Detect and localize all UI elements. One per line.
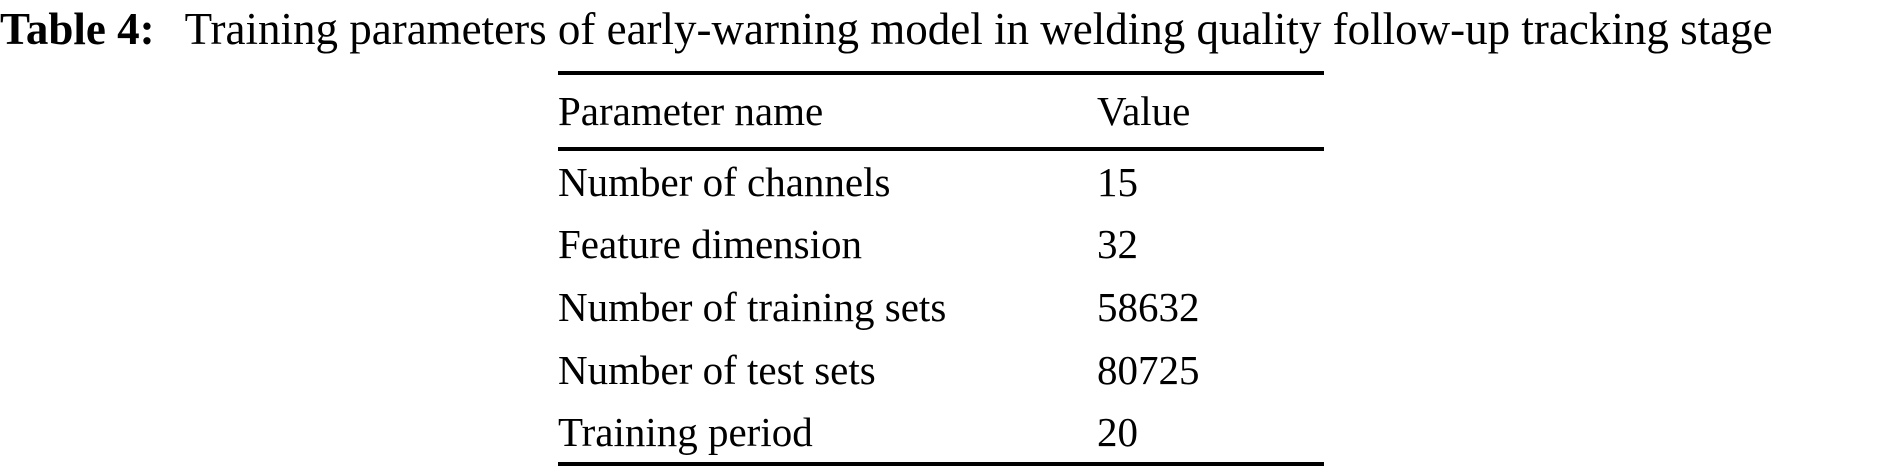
parameter-name-cell: Number of test sets [558, 346, 876, 393]
table-row: Training period 20 [558, 401, 1324, 464]
column-header-parameter-name: Parameter name [558, 73, 1097, 151]
parameter-value-cell: 15 [1097, 158, 1138, 205]
table-row: Number of test sets 80725 [558, 338, 1324, 401]
parameter-name-cell: Feature dimension [558, 220, 863, 267]
parameter-value-cell: 32 [1097, 220, 1138, 267]
parameter-value-cell: 58632 [1097, 283, 1200, 330]
table-header-row: Parameter name Value [558, 73, 1324, 151]
table-row: Number of channels 15 [558, 149, 1324, 212]
table-row: Feature dimension 32 [558, 212, 1324, 275]
table-row: Number of training sets 58632 [558, 275, 1324, 338]
parameter-name-cell: Number of channels [558, 158, 891, 205]
parameter-name-cell: Training period [558, 408, 813, 455]
parameter-value-cell: 20 [1097, 408, 1138, 455]
table-caption-label: Table 4: [0, 4, 155, 54]
column-header-value: Value [1097, 73, 1324, 151]
table-caption: Table 4: Training parameters of early-war… [0, 0, 1883, 58]
training-parameters-table: Parameter name Value Number of channels … [558, 71, 1324, 466]
parameter-name-cell: Number of training sets [558, 283, 947, 330]
table-caption-text: Training parameters of early-warning mod… [184, 4, 1773, 54]
parameter-value-cell: 80725 [1097, 346, 1200, 393]
